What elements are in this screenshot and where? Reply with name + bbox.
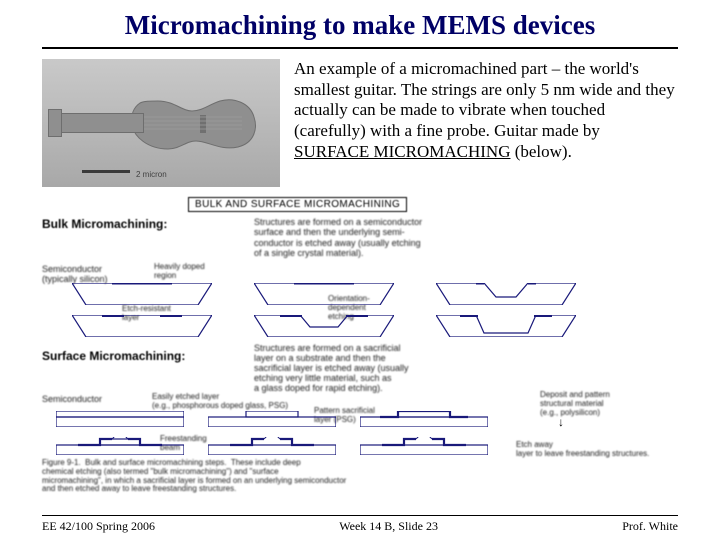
surf-sc-label: Semiconductor bbox=[42, 395, 102, 405]
surf-row-1 bbox=[56, 411, 488, 427]
footer-center: Week 14 B, Slide 23 bbox=[339, 519, 438, 534]
surf-step-6 bbox=[360, 437, 488, 455]
surf-row-2 bbox=[56, 437, 488, 455]
bulk-title: Bulk Micromachining: bbox=[42, 217, 167, 231]
slide-title: Micromachining to make MEMS devices bbox=[42, 10, 678, 47]
guitar-image: 2 micron bbox=[42, 59, 280, 187]
bulk-trap-5 bbox=[254, 315, 394, 337]
top-row: 2 micron An example of a micromachined p… bbox=[42, 59, 678, 187]
guitar-head bbox=[48, 109, 62, 137]
etch-away-label: Etch away layer to leave freestanding st… bbox=[516, 441, 649, 459]
caption-part2: (below). bbox=[510, 142, 571, 161]
guitar-neck bbox=[58, 113, 144, 133]
footer: EE 42/100 Spring 2006 Week 14 B, Slide 2… bbox=[42, 515, 678, 534]
surf-step-5 bbox=[208, 437, 336, 455]
surf-step-3 bbox=[360, 411, 488, 427]
arrow-down-icon: ↓ bbox=[558, 415, 564, 429]
diagram-header: BULK AND SURFACE MICROMACHINING bbox=[188, 197, 407, 212]
surf-step-4 bbox=[56, 437, 184, 455]
title-rule bbox=[42, 47, 678, 49]
scale-bar bbox=[82, 170, 130, 173]
footer-rule bbox=[42, 515, 678, 516]
caption-emph: SURFACE MICROMACHING bbox=[294, 142, 510, 161]
surf-title: Surface Micromachining: bbox=[42, 349, 185, 363]
footer-row: EE 42/100 Spring 2006 Week 14 B, Slide 2… bbox=[42, 519, 678, 534]
figure-caption: Figure 9-1. Bulk and surface micromachin… bbox=[42, 459, 678, 494]
heavy-doped-label: Heavily doped region bbox=[154, 263, 205, 281]
bulk-trap-row2 bbox=[72, 315, 576, 337]
deposit-label: Deposit and pattern structural material … bbox=[540, 391, 610, 417]
bulk-trap-3 bbox=[436, 283, 576, 305]
bulk-sc-label: Semiconductor (typically silicon) bbox=[42, 265, 108, 285]
diagram-area: BULK AND SURFACE MICROMACHINING Bulk Mic… bbox=[42, 197, 678, 481]
surf-step-2 bbox=[208, 411, 336, 427]
surf-step-1 bbox=[56, 411, 184, 427]
bulk-trap-6 bbox=[436, 315, 576, 337]
scale-label: 2 micron bbox=[136, 170, 167, 179]
surf-desc: Structures are formed on a sacrificial l… bbox=[254, 343, 409, 393]
slide-container: Micromachining to make MEMS devices 2 mi… bbox=[0, 0, 720, 540]
footer-left: EE 42/100 Spring 2006 bbox=[42, 519, 155, 534]
guitar-body-icon bbox=[130, 93, 258, 155]
bulk-trap-2 bbox=[254, 283, 394, 305]
caption-part1: An example of a micromachined part – the… bbox=[294, 59, 675, 140]
caption-text: An example of a micromachined part – the… bbox=[294, 59, 678, 187]
bulk-desc: Structures are formed on a semiconductor… bbox=[254, 217, 422, 258]
bulk-trap-4 bbox=[72, 315, 212, 337]
bulk-trap-1 bbox=[72, 283, 212, 305]
footer-right: Prof. White bbox=[622, 519, 678, 534]
bulk-trap-row bbox=[72, 283, 576, 305]
easy-etch-label: Easily etched layer (e.g., phosphorous d… bbox=[152, 393, 288, 411]
